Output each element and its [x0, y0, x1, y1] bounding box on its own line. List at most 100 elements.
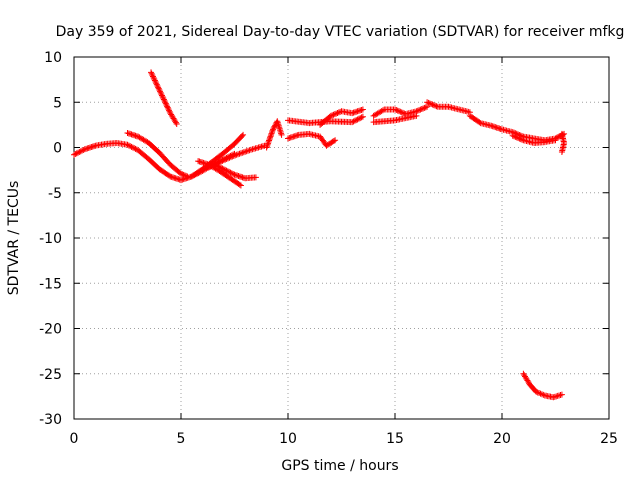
data-point [149, 72, 156, 79]
data-point [77, 148, 84, 155]
data-point [429, 101, 436, 108]
data-point [161, 97, 168, 104]
data-point [181, 172, 188, 179]
data-point [230, 170, 237, 177]
data-point [240, 131, 247, 138]
data-point [232, 152, 239, 159]
data-point [397, 108, 404, 115]
y-tick-label: -20 [39, 322, 62, 338]
data-point [327, 112, 334, 119]
data-point [164, 103, 171, 110]
data-point [558, 391, 565, 398]
data-point [125, 142, 132, 149]
data-point [152, 78, 159, 85]
data-point [400, 109, 407, 116]
data-point [215, 159, 222, 166]
data-point [394, 107, 401, 114]
data-point [433, 103, 440, 110]
data-point [131, 145, 138, 152]
data-point [519, 136, 526, 143]
data-point [425, 99, 432, 106]
data-point [218, 164, 225, 171]
data-point [331, 111, 338, 118]
y-tick-label: 0 [53, 141, 62, 157]
data-point [222, 156, 229, 163]
data-point [536, 390, 543, 397]
data-point [233, 151, 240, 158]
data-point [236, 150, 243, 157]
data-point [271, 123, 278, 130]
data-point [335, 109, 342, 116]
data-point [235, 151, 242, 158]
data-point [330, 138, 337, 145]
data-point [149, 73, 156, 80]
y-axis-label: SDTVAR / TECUs [6, 181, 22, 296]
data-point [353, 117, 360, 124]
data-point [240, 149, 247, 156]
data-point [511, 133, 518, 140]
data-point [537, 390, 544, 397]
data-point [212, 161, 219, 168]
data-point [354, 116, 361, 123]
data-point [155, 85, 162, 92]
x-tick-label: 15 [386, 431, 404, 447]
data-point [76, 149, 83, 156]
x-tick-label: 0 [70, 431, 79, 447]
data-point [227, 154, 234, 161]
data-point [166, 172, 173, 179]
data-point [155, 84, 162, 91]
data-point [392, 106, 398, 113]
data-point [166, 107, 173, 114]
data-point [163, 101, 170, 108]
data-point [398, 109, 405, 116]
data-point [160, 96, 167, 103]
data-point [150, 74, 157, 81]
series-arc-afternoon-low [370, 112, 420, 126]
data-point [417, 106, 424, 113]
data-point [224, 168, 231, 175]
data-point [180, 171, 187, 178]
data-point [396, 108, 403, 115]
data-point [159, 93, 166, 100]
data-point [359, 113, 366, 120]
series-arc-steep-high [148, 69, 180, 127]
data-point [164, 104, 171, 111]
data-point [157, 89, 164, 96]
grid-lines [74, 57, 609, 419]
data-point [219, 165, 226, 172]
data-point [208, 163, 215, 170]
data-point [226, 154, 233, 161]
data-point [211, 161, 218, 168]
data-point [534, 389, 541, 396]
chart-title: Day 359 of 2021, Sidereal Day-to-day VTE… [56, 24, 625, 40]
x-axis-label: GPS time / hours [281, 458, 398, 474]
data-point [552, 137, 559, 144]
data-point [220, 166, 227, 173]
data-point [540, 391, 547, 398]
data-point [229, 153, 236, 160]
data-point [178, 170, 184, 177]
data-point [219, 157, 226, 164]
data-point [270, 125, 277, 132]
y-tick-label: 10 [44, 50, 62, 66]
data-point [428, 100, 435, 107]
data-point [329, 112, 336, 119]
data-point [124, 141, 131, 148]
data-point [355, 115, 362, 122]
data-point [252, 174, 259, 181]
data-point [393, 107, 400, 114]
series-arc-noon-lower [285, 130, 339, 149]
data-point [209, 162, 216, 169]
data-point [476, 119, 483, 126]
data-point [160, 95, 167, 102]
data-point [516, 135, 523, 142]
data-point [350, 118, 357, 125]
y-axis: 10 5 0 -5 -10 -15 -20 -25 -30 [39, 50, 609, 428]
data-point [558, 149, 565, 156]
data-point [154, 82, 161, 89]
data-point [533, 388, 540, 395]
data-point [414, 107, 421, 114]
data-point [73, 150, 80, 157]
data-point [148, 70, 155, 77]
data-point [148, 69, 155, 76]
